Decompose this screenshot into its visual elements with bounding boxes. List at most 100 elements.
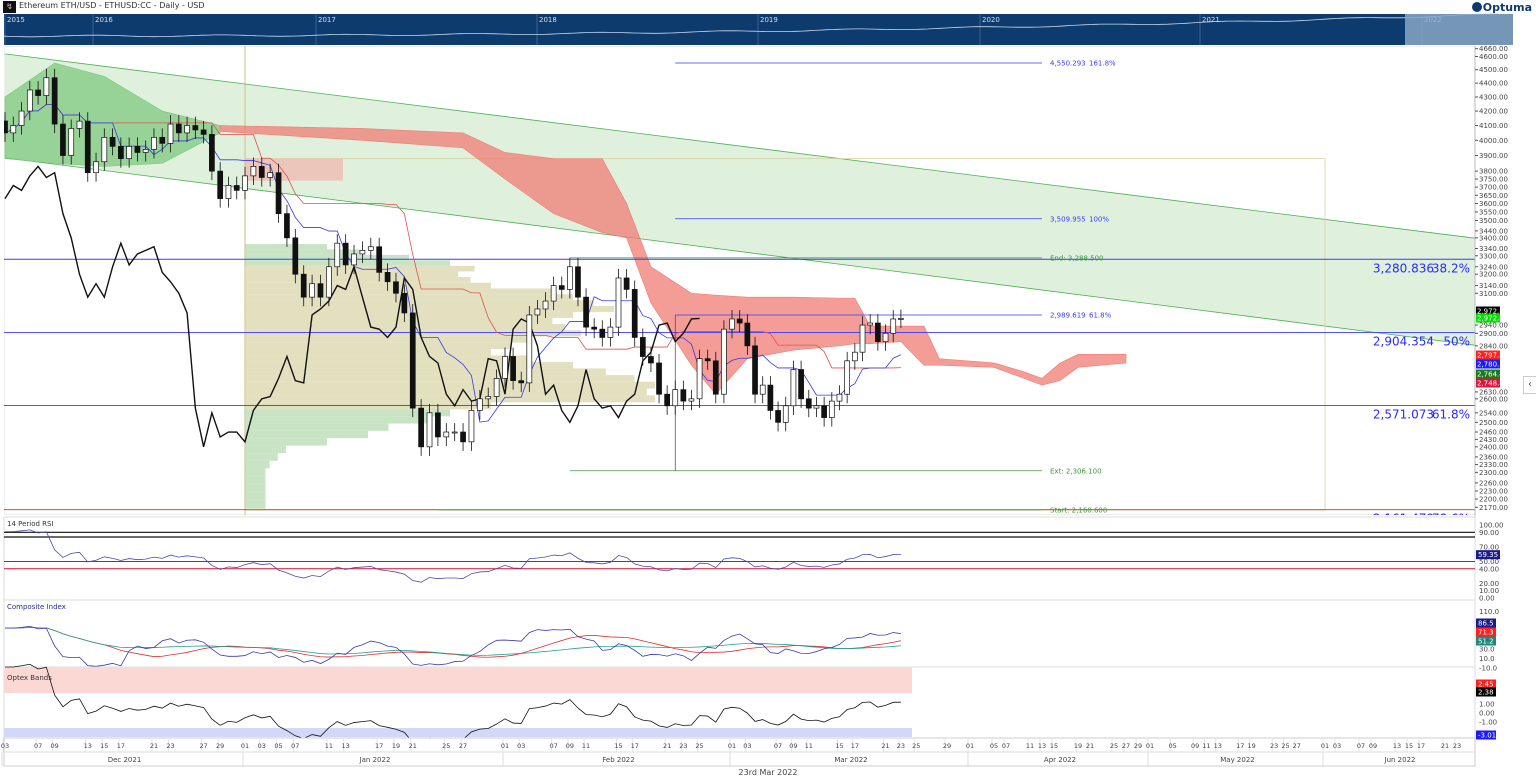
y-tick-label: 3700.00 xyxy=(1479,184,1508,192)
y-tick-label: 2260.00 xyxy=(1479,479,1508,487)
candle-bearish xyxy=(51,77,58,125)
price-label-value: 2,748.80 xyxy=(1477,380,1508,388)
candle-bearish xyxy=(712,360,719,395)
y-tick-label: 2540.00 xyxy=(1479,409,1508,417)
candle-bullish xyxy=(101,136,108,163)
x-tick-label: 21 xyxy=(150,742,158,750)
y-tick-label: 4400.00 xyxy=(1479,80,1508,88)
composite-value: 71.3 xyxy=(1478,629,1494,637)
volume-profile-bar xyxy=(245,453,278,461)
x-tick-label: 29 xyxy=(1134,742,1142,750)
optex-value: 2.38 xyxy=(1478,689,1494,697)
candle-bearish xyxy=(192,125,199,131)
channel-lower-line xyxy=(4,157,1475,346)
candle-bearish xyxy=(435,412,441,438)
optex-lower-band xyxy=(4,728,912,737)
x-tick-label: 25 xyxy=(912,742,920,750)
candle-bullish xyxy=(242,175,248,191)
optex-value-badge xyxy=(1476,687,1496,697)
rsi-tick-label: 90.00 xyxy=(1479,529,1499,537)
volume-profile-bar xyxy=(245,468,266,477)
candle-bearish xyxy=(623,277,630,290)
x-tick-label: 27 xyxy=(1122,742,1130,750)
candle-bullish xyxy=(526,314,533,384)
volume-profile-bar xyxy=(245,244,327,250)
candle-bullish xyxy=(729,318,735,330)
optex-tick-label: 0.00 xyxy=(1479,710,1495,718)
candle-bearish xyxy=(84,120,91,174)
x-tick-label: 23 xyxy=(679,742,687,750)
x-tick-label: 09 xyxy=(1369,742,1377,750)
y-tick-label: 3240.00 xyxy=(1479,263,1508,271)
x-tick-label: 17 xyxy=(1417,742,1425,750)
candle-bullish xyxy=(167,123,174,144)
y-tick-label: 3100.00 xyxy=(1479,290,1508,298)
candle-bearish xyxy=(217,170,224,199)
x-tick-label: 09 xyxy=(789,742,797,750)
candle-bearish xyxy=(317,283,324,298)
candle-bearish xyxy=(591,326,598,330)
y-tick-label: 2600.00 xyxy=(1479,395,1508,403)
x-tick-label: 01 xyxy=(728,742,736,750)
fib-extension-percent: 100% xyxy=(1089,215,1109,223)
price-label-value: 2,780.15 xyxy=(1477,361,1508,369)
x-tick-label: 21 xyxy=(409,742,417,750)
chart-icon[interactable]: ↯ xyxy=(3,1,16,13)
y-tick-label: 2430.00 xyxy=(1479,436,1508,444)
y-tick-label: 2900.00 xyxy=(1479,330,1508,338)
rsi-tick-label: 20.00 xyxy=(1479,580,1499,588)
rsi-line xyxy=(5,529,901,583)
candle-bullish xyxy=(309,283,315,298)
volume-profile-bar xyxy=(245,254,409,261)
candle-bearish xyxy=(384,272,391,283)
price-label-badge xyxy=(1476,378,1500,388)
candle-bearish xyxy=(798,369,804,400)
collapse-panel-button[interactable]: ‹ xyxy=(1523,376,1536,394)
x-tick-label: 17 xyxy=(117,742,125,750)
rsi-value-badge xyxy=(1476,550,1500,560)
navigator-year-label: 2018 xyxy=(539,16,557,24)
volume-profile-bar xyxy=(245,438,327,446)
x-tick-label: 25 xyxy=(695,742,703,750)
candle-bullish xyxy=(882,332,889,342)
candle-bearish xyxy=(342,242,349,266)
y-tick-label: 3750.00 xyxy=(1479,176,1508,184)
x-tick-label: 05 xyxy=(1168,742,1176,750)
navigator-selection-window[interactable] xyxy=(1405,14,1513,45)
indicator-title: 14 Period RSI xyxy=(7,520,54,528)
rsi-tick-label: 0.00 xyxy=(1479,595,1495,603)
candle-bullish xyxy=(250,166,257,177)
x-tick-label: 07 xyxy=(1357,742,1365,750)
candle-bullish xyxy=(93,161,99,174)
composite-value-badge xyxy=(1476,627,1496,637)
y-tick-label: 2360.00 xyxy=(1479,453,1508,461)
y-tick-label: 2500.00 xyxy=(1479,419,1508,427)
x-tick-label: 15 xyxy=(1050,742,1058,750)
navigator-background xyxy=(4,14,1513,45)
candle-bearish xyxy=(258,166,265,178)
x-tick-label: 17 xyxy=(375,742,383,750)
candle-bullish xyxy=(502,356,508,379)
volume-profile-bar xyxy=(245,282,491,289)
volume-profile-bar xyxy=(245,492,266,501)
navigator-year-label: 2020 xyxy=(982,16,1000,24)
y-tick-label: 3900.00 xyxy=(1479,152,1508,160)
x-tick-label: 07 xyxy=(1002,742,1010,750)
candle-bearish xyxy=(175,123,182,134)
volume-profile-bar xyxy=(245,445,286,454)
candle-bearish xyxy=(752,345,758,395)
price-label-value: 2,972.80 xyxy=(1477,308,1508,316)
x-tick-label: 13 xyxy=(84,742,92,750)
candle-bearish xyxy=(775,410,781,423)
candle-bearish xyxy=(631,289,638,338)
candle-bearish xyxy=(4,120,8,134)
candle-bearish xyxy=(575,266,581,298)
volume-profile-bar xyxy=(245,305,614,312)
y-tick-label: 2200.00 xyxy=(1479,496,1508,504)
candle-bearish xyxy=(744,322,751,347)
x-tick-label: 25 xyxy=(1281,742,1289,750)
x-tick-label: 27 xyxy=(199,742,207,750)
